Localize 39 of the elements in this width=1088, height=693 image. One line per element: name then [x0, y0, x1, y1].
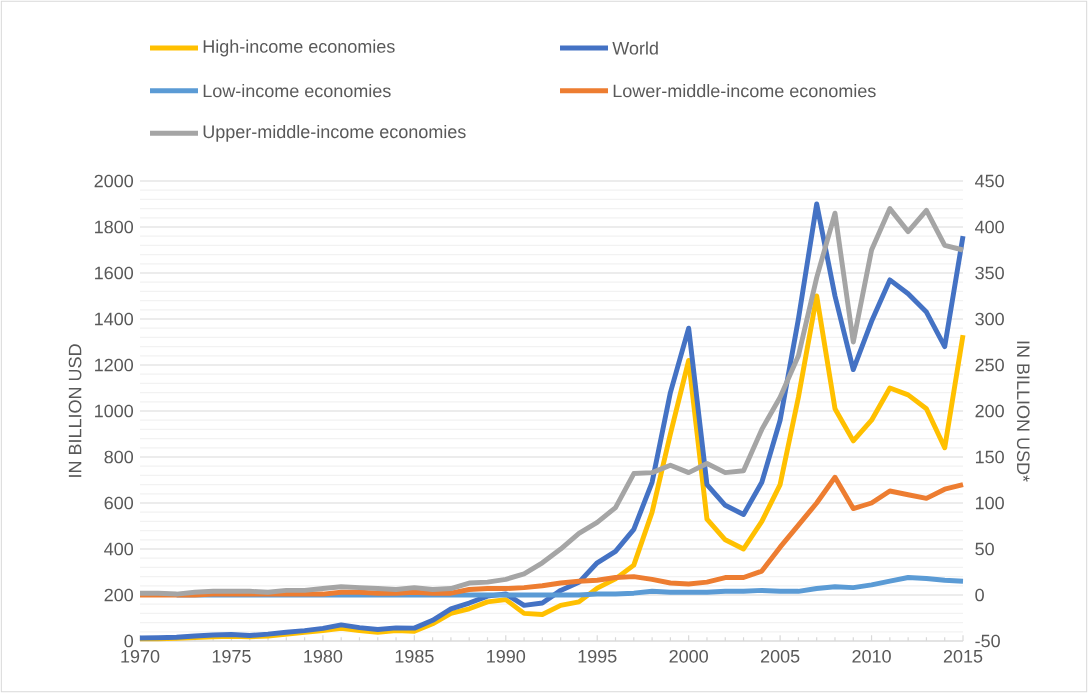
x-tick-label: 2000	[669, 649, 708, 663]
y-tick-label: 1000	[95, 404, 134, 418]
x-tick-label: 1980	[304, 649, 343, 663]
legend-label: Upper-middle-income economies	[203, 124, 466, 142]
y2-tick-label: -50	[975, 634, 1000, 648]
y2-tick-label: 150	[975, 450, 1004, 464]
x-tick-label: 1990	[487, 649, 526, 663]
legend-label: World	[612, 41, 658, 55]
y-tick-label: 1800	[95, 220, 134, 234]
x-tick-label: 1970	[121, 649, 160, 663]
y2-axis-title: IN BILLION USD*	[1016, 341, 1030, 482]
y-tick-label: 200	[104, 588, 134, 602]
y2-tick-label: 50	[975, 542, 994, 556]
x-tick-label: 1995	[578, 649, 617, 663]
legend-label: High-income economies	[203, 39, 395, 57]
y-tick-label: 1600	[95, 266, 134, 280]
y-axis-title: IN BILLION USD	[68, 344, 82, 477]
y2-tick-label: 0	[975, 588, 984, 602]
y2-tick-label: 350	[975, 266, 1004, 280]
y-tick-label: 400	[104, 542, 134, 556]
y-tick-label: 1200	[95, 358, 134, 372]
y-tick-label: 0	[124, 634, 134, 648]
y-tick-label: 800	[104, 450, 134, 464]
x-tick-label: 1985	[395, 649, 434, 663]
y2-tick-label: 100	[975, 496, 1004, 510]
y2-tick-label: 250	[975, 358, 1004, 372]
legend-label: Low-income economies	[203, 84, 391, 98]
x-tick-label: 2005	[761, 649, 800, 663]
y2-tick-label: 400	[975, 220, 1004, 234]
y2-tick-label: 200	[975, 404, 1004, 418]
x-tick-label: 2015	[943, 649, 983, 663]
y-tick-label: 600	[104, 496, 134, 510]
legend-label: Lower-middle-income economies	[613, 84, 876, 98]
y-tick-label: 2000	[94, 174, 134, 188]
x-tick-label: 2010	[852, 649, 891, 663]
x-tick-label: 1975	[212, 649, 251, 663]
y2-tick-label: 300	[975, 312, 1004, 326]
y-tick-label: 1400	[95, 312, 134, 326]
y2-tick-label: 450	[975, 174, 1004, 188]
